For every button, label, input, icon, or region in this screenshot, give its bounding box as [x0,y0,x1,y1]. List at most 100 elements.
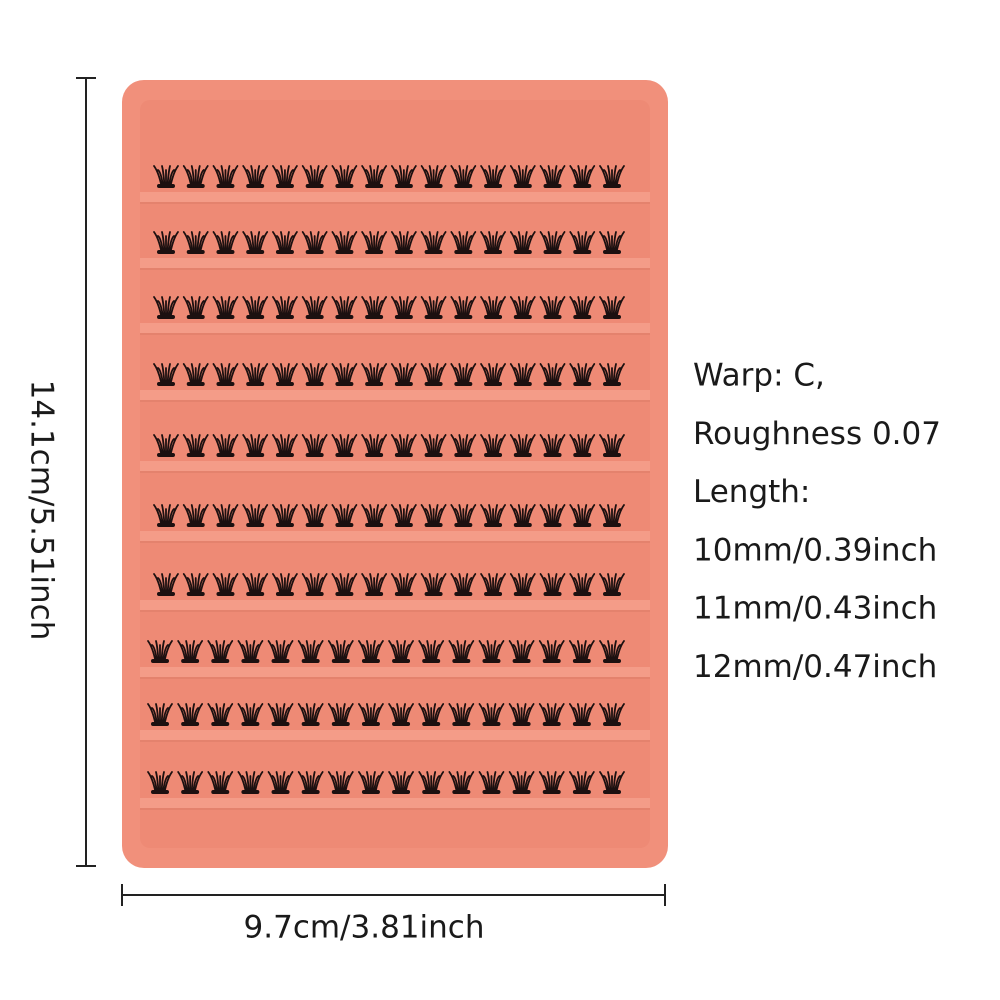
lash-cluster [153,573,179,596]
lash-strands [539,231,566,253]
lash-strands [361,504,388,526]
lash-cluster [480,231,506,254]
lash-base [424,592,443,596]
lash-base [157,382,175,386]
lash-cluster [358,640,384,663]
lash-cluster [450,504,477,527]
lash-strands [420,363,447,385]
lash-base [454,315,473,319]
lash-cluster [390,231,417,254]
lash-base [454,382,473,386]
lash-cluster [237,771,264,794]
lash-strands [242,573,269,595]
lash-cluster [448,640,475,663]
lash-base [216,592,235,596]
lash-strands [450,504,477,526]
lash-cluster [599,165,625,188]
lash-cluster [508,703,535,726]
lash-cluster [420,573,447,596]
lash-cluster [450,434,477,457]
lash-strands [301,434,328,456]
lash-cluster [509,165,536,188]
lash-base [394,315,413,319]
lash-cluster [272,504,298,527]
lash-base [275,453,294,457]
lash-cluster [242,434,269,457]
lash-base [454,592,473,596]
lash-strands [301,296,328,318]
lash-cluster [508,771,535,794]
lash-cluster [207,703,234,726]
lash-base [365,453,384,457]
lash-cluster [212,434,239,457]
lash-strands [450,296,477,318]
lash-rows [147,165,625,794]
lash-cluster [331,296,358,319]
lash-cluster [509,504,536,527]
lash-cluster [420,296,447,319]
lash-cluster [327,771,354,794]
lash-cluster [509,231,536,254]
lash-base [454,453,473,457]
lash-base [241,790,260,794]
lash-cluster [480,504,506,527]
lash-base [513,315,532,319]
lash-cluster [212,296,239,319]
lash-cluster [267,703,294,726]
lash-base [335,523,354,527]
lash-cluster [242,296,269,319]
lash-strands [212,363,239,385]
lash-cluster [390,573,417,596]
spec-list: Warp: C, Roughness 0.07 Length: 10mm/0.39in… [693,358,941,686]
lash-base [542,722,561,726]
lash-cluster [418,640,445,663]
lash-cluster [448,771,475,794]
lash-strands [478,703,505,725]
lash-cluster [267,640,294,663]
lash-cluster [538,771,565,794]
lash-base [275,523,294,527]
lash-cluster [177,640,204,663]
lash-strands [568,640,595,662]
lash-strands [480,504,506,526]
lash-strands [212,434,239,456]
lash-strands [450,231,477,253]
lash-cluster [237,640,264,663]
lash-strands [509,231,536,253]
lash-base [275,250,294,254]
lash-strands [242,504,269,526]
lash-base [365,382,384,386]
lash-cluster [568,771,595,794]
lash-base [394,523,413,527]
lash-base [484,315,503,319]
lash-cluster [418,703,445,726]
lash-strands [182,434,209,456]
lash-strands [390,296,417,318]
lash-base [454,523,473,527]
lash-base [331,659,350,663]
lash-base [246,592,265,596]
lash-base [542,659,561,663]
lash-cluster [297,703,324,726]
lash-base [603,790,621,794]
lash-cluster [358,771,384,794]
lash-strands [599,640,625,662]
lash-base [454,250,473,254]
lash-strands [267,703,294,725]
spec-line: 11mm/0.43inch [693,591,937,627]
lash-base [271,790,290,794]
lash-cluster [301,434,328,457]
ridge [140,192,650,202]
lash-base [543,184,562,188]
lash-strands [390,363,417,385]
lash-base [513,382,532,386]
lash-cluster [569,434,596,457]
lash-cluster [569,504,596,527]
lash-strands [569,504,596,526]
lash-base [424,184,443,188]
lash-cluster [599,504,625,527]
lash-base [365,315,384,319]
lash-cluster [147,703,173,726]
lash-base [151,790,169,794]
ridge [140,730,650,740]
